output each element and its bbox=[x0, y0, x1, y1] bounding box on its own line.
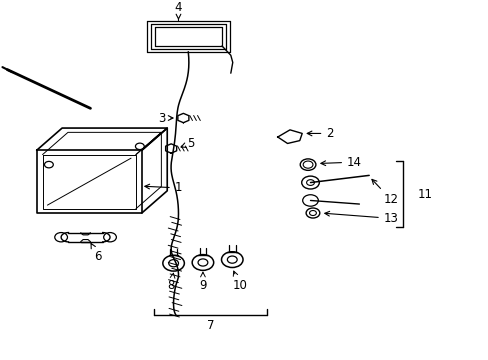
Text: 6: 6 bbox=[91, 243, 102, 262]
Text: 14: 14 bbox=[320, 156, 361, 168]
Text: 2: 2 bbox=[306, 127, 333, 140]
Text: 13: 13 bbox=[324, 211, 398, 225]
Text: 4: 4 bbox=[174, 1, 182, 20]
Text: 10: 10 bbox=[232, 271, 246, 292]
Text: 11: 11 bbox=[417, 188, 432, 201]
Text: 8: 8 bbox=[167, 273, 175, 292]
Text: 1: 1 bbox=[144, 181, 182, 194]
Text: 9: 9 bbox=[199, 272, 206, 292]
Text: 3: 3 bbox=[157, 112, 173, 125]
Text: 12: 12 bbox=[371, 179, 398, 206]
Text: 5: 5 bbox=[181, 136, 194, 150]
Text: 7: 7 bbox=[206, 319, 214, 332]
